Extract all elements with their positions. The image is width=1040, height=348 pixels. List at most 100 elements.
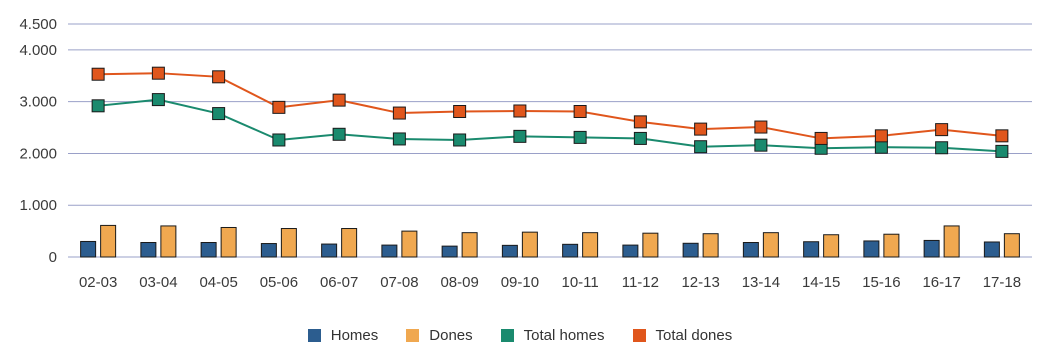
- legend-item-total-homes: Total homes: [500, 327, 605, 344]
- x-tick-label: 03-04: [139, 274, 177, 291]
- point-total-homes: [995, 144, 1009, 158]
- x-tick-label: 16-17: [922, 274, 960, 291]
- bar-homes: [863, 240, 880, 258]
- line-total-homes: [98, 98, 1002, 153]
- bar-dones: [762, 232, 779, 258]
- bar-homes: [742, 242, 759, 258]
- point-total-homes: [453, 133, 467, 147]
- bar-homes: [200, 242, 217, 258]
- bar-dones: [883, 233, 900, 258]
- bar-homes: [983, 241, 1000, 258]
- bar-dones: [642, 232, 659, 258]
- y-tick-label: 4.500: [19, 16, 57, 33]
- legend-label-total-homes: Total homes: [523, 327, 605, 344]
- point-total-homes: [392, 132, 406, 146]
- bar-dones: [280, 228, 297, 258]
- point-total-dones: [694, 122, 708, 136]
- x-tick-label: 04-05: [199, 274, 237, 291]
- point-total-dones: [754, 120, 768, 134]
- point-total-homes: [151, 93, 165, 107]
- point-total-homes: [874, 140, 888, 154]
- point-total-homes: [332, 127, 346, 141]
- point-total-dones: [874, 129, 888, 143]
- x-tick-label: 15-16: [862, 274, 900, 291]
- legend: Homes Dones Total homes Total dones: [0, 327, 1040, 344]
- bar-homes: [562, 243, 579, 258]
- legend-label-total-dones: Total dones: [655, 327, 733, 344]
- point-total-homes: [754, 138, 768, 152]
- point-total-homes: [272, 133, 286, 147]
- x-tick-label: 14-15: [802, 274, 840, 291]
- legend-label-dones: Dones: [429, 327, 473, 344]
- y-tick-label: 2.000: [19, 145, 57, 162]
- bar-dones: [461, 232, 478, 258]
- bar-dones: [1003, 233, 1020, 258]
- y-tick-label: 3.000: [19, 94, 57, 111]
- bar-dones: [160, 225, 177, 258]
- x-tick-label: 08-09: [440, 274, 478, 291]
- point-total-dones: [212, 70, 226, 84]
- chart-plot: 0 1.000 2.000 3.000 4.000 4.500 02-03 03-04 04-…: [19, 16, 1032, 291]
- bar-homes: [381, 244, 398, 258]
- bar-layer: [80, 224, 1020, 258]
- x-tick-label: 11-12: [622, 274, 659, 291]
- bar-homes: [140, 242, 157, 258]
- point-total-homes: [513, 129, 527, 143]
- legend-item-homes: Homes: [307, 327, 379, 344]
- bar-homes: [260, 243, 277, 258]
- bar-dones: [702, 233, 719, 258]
- bar-dones: [943, 225, 960, 258]
- bar-homes: [321, 243, 338, 258]
- bar-dones: [582, 232, 599, 258]
- point-total-dones: [814, 131, 828, 145]
- bar-dones: [401, 230, 418, 258]
- y-tick-label: 1.000: [19, 197, 57, 214]
- bar-homes: [501, 244, 518, 258]
- point-total-dones: [995, 129, 1009, 143]
- line-total-dones: [98, 72, 1002, 140]
- bar-homes: [923, 239, 940, 258]
- point-total-homes: [91, 99, 105, 113]
- x-tick-label: 12-13: [681, 274, 719, 291]
- x-tick-label: 10-11: [561, 274, 598, 291]
- y-axis-ticks: 0 1.000 2.000 3.000 4.000 4.500: [19, 16, 57, 266]
- point-total-homes: [633, 131, 647, 145]
- legend-item-dones: Dones: [406, 327, 473, 344]
- point-total-dones: [151, 66, 165, 80]
- bar-dones: [100, 224, 117, 258]
- point-total-dones: [633, 115, 647, 129]
- y-tick-label: 0: [49, 249, 57, 266]
- point-total-dones: [332, 93, 346, 107]
- x-tick-label: 05-06: [260, 274, 298, 291]
- bar-dones: [823, 234, 840, 258]
- bar-homes: [803, 241, 820, 258]
- line-layer: [91, 66, 1009, 158]
- bar-dones: [341, 228, 358, 258]
- point-total-homes: [694, 140, 708, 154]
- x-tick-label: 17-18: [983, 274, 1021, 291]
- x-tick-label: 09-10: [501, 274, 539, 291]
- point-total-homes: [935, 141, 949, 155]
- point-total-homes: [212, 107, 226, 121]
- bar-homes: [80, 240, 97, 258]
- point-total-dones: [272, 100, 286, 114]
- bar-homes: [682, 242, 699, 258]
- legend-label-homes: Homes: [330, 327, 379, 344]
- point-total-dones: [935, 123, 949, 137]
- x-axis-ticks: 02-03 03-04 04-05 05-06 06-07 07-08 08-09 09-10…: [79, 274, 1021, 291]
- bar-dones: [521, 231, 538, 258]
- legend-swatch-total-dones: [632, 329, 646, 342]
- point-total-homes: [573, 130, 587, 144]
- bar-homes: [441, 245, 458, 258]
- x-tick-label: 07-08: [380, 274, 418, 291]
- x-tick-label: 02-03: [79, 274, 117, 291]
- x-tick-label: 13-14: [742, 274, 780, 291]
- bar-dones: [220, 226, 237, 258]
- x-tick-label: 06-07: [320, 274, 358, 291]
- legend-item-total-dones: Total dones: [632, 327, 733, 344]
- legend-swatch-total-homes: [500, 329, 514, 342]
- point-total-dones: [91, 67, 105, 81]
- point-total-dones: [392, 106, 406, 120]
- y-tick-label: 4.000: [19, 42, 57, 59]
